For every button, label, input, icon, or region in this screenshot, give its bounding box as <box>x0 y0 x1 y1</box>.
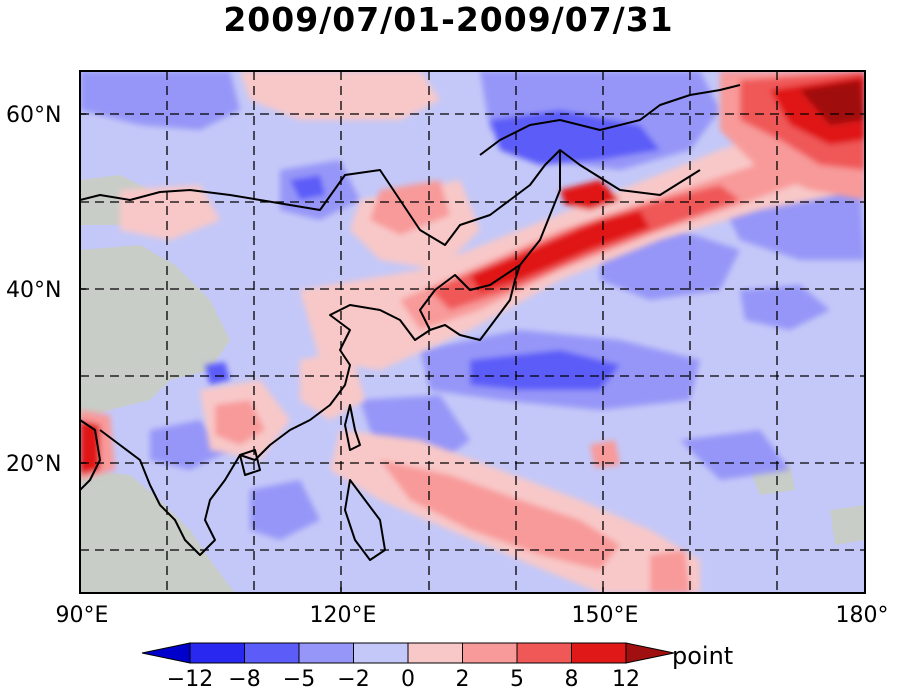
colorbar-unit: point <box>672 642 734 670</box>
y-axis-label-20n: 20°N <box>6 452 62 477</box>
x-axis-label-180: 180° <box>835 603 889 628</box>
coastlines <box>80 84 741 561</box>
missing-data-indochina <box>80 470 235 593</box>
colorbar-tick-label: 2 <box>455 667 470 692</box>
colorbar-tick-label: −8 <box>228 667 261 692</box>
colorbar-triangle-max <box>625 642 675 664</box>
missing-data-east-pacific <box>830 505 865 545</box>
negative-anomalies <box>80 71 865 540</box>
colorbar-segment <box>298 642 354 664</box>
colorbar <box>141 642 675 664</box>
y-axis-label-60n: 60°N <box>6 103 62 128</box>
colorbar-segment <box>244 642 300 664</box>
colorbar-tick-label: −5 <box>282 667 316 692</box>
page-title: 2009/07/01-2009/07/31 <box>223 0 674 39</box>
x-axis-label-90e: 90°E <box>55 603 109 628</box>
graticule <box>80 71 865 593</box>
y-axis-label-40n: 40°N <box>6 278 62 303</box>
colorbar-segment <box>407 642 463 664</box>
colorbar-tick-label: 12 <box>612 667 640 692</box>
colorbar-tick-label: 5 <box>510 667 524 692</box>
colorbar-triangle-min <box>141 642 191 664</box>
x-axis-label-120e: 120°E <box>309 603 377 628</box>
colorbar-tick-label: −12 <box>166 667 214 692</box>
colorbar-segment <box>516 642 572 664</box>
colorbar-segment <box>189 642 245 664</box>
colorbar-segment <box>353 642 409 664</box>
colorbar-segment <box>462 642 518 664</box>
colorbar-tick-label: 0 <box>401 667 415 692</box>
colorbar-segment <box>571 642 627 664</box>
map-frame <box>79 70 866 594</box>
axis-ticks <box>80 113 604 593</box>
field-layer <box>80 71 865 593</box>
colorbar-tick-label: −2 <box>337 667 370 692</box>
x-axis-label-150e: 150°E <box>571 603 639 628</box>
colorbar-tick-label: 8 <box>564 667 579 692</box>
